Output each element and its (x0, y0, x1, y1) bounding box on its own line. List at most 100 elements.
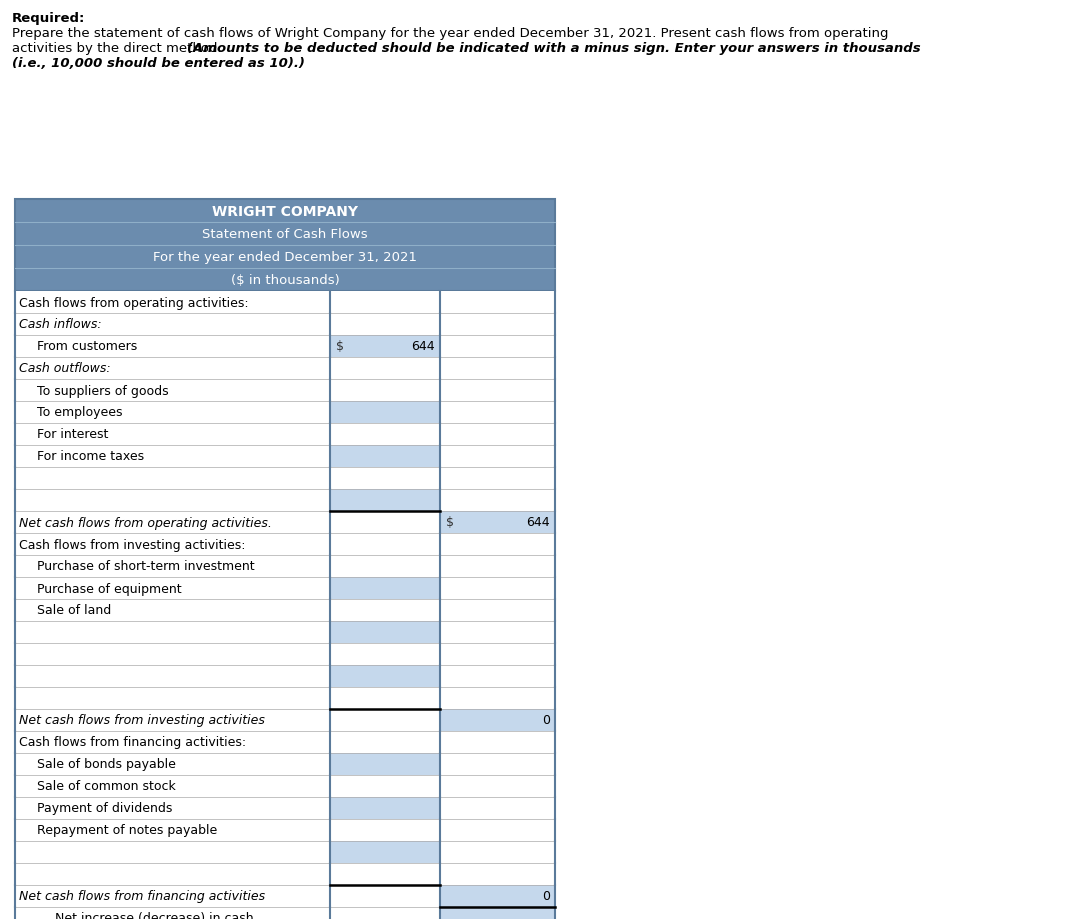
Bar (440, 424, 555, 446)
Text: To employees: To employees (37, 406, 123, 419)
Bar (330, 687, 440, 709)
Bar (330, 709, 440, 732)
Bar (330, 775, 440, 797)
Bar (15, 446, 330, 468)
Bar (440, 643, 555, 665)
Bar (330, 468, 440, 490)
Bar (15, 199, 555, 291)
Bar (15, 621, 330, 643)
Text: Cash flows from financing activities:: Cash flows from financing activities: (19, 736, 247, 749)
Bar (330, 797, 440, 819)
Text: $: $ (336, 340, 344, 353)
Text: WRIGHT COMPANY: WRIGHT COMPANY (212, 204, 358, 218)
Bar (440, 512, 555, 533)
Bar (330, 841, 440, 863)
Bar (15, 555, 330, 577)
Text: Net cash flows from financing activities: Net cash flows from financing activities (19, 890, 265, 902)
Text: Prepare the statement of cash flows of Wright Company for the year ended Decembe: Prepare the statement of cash flows of W… (12, 27, 889, 40)
Text: Purchase of equipment: Purchase of equipment (37, 582, 182, 595)
Bar (15, 380, 330, 402)
Bar (440, 732, 555, 754)
Bar (15, 775, 330, 797)
Bar (440, 313, 555, 335)
Bar (15, 313, 330, 335)
Bar (330, 643, 440, 665)
Bar (440, 621, 555, 643)
Bar (330, 863, 440, 885)
Bar (440, 599, 555, 621)
Bar (15, 885, 330, 907)
Bar (440, 380, 555, 402)
Text: (Amounts to be deducted should be indicated with a minus sign. Enter your answer: (Amounts to be deducted should be indica… (187, 42, 921, 55)
Text: 644: 644 (411, 340, 435, 353)
Text: $: $ (446, 516, 454, 529)
Bar (440, 357, 555, 380)
Bar (15, 599, 330, 621)
Bar (440, 754, 555, 775)
Bar (330, 424, 440, 446)
Bar (15, 754, 330, 775)
Text: ($ in thousands): ($ in thousands) (230, 274, 339, 287)
Text: Net cash flows from investing activities: Net cash flows from investing activities (19, 714, 265, 727)
Text: Net cash flows from operating activities.: Net cash flows from operating activities… (19, 516, 271, 529)
Bar (440, 291, 555, 313)
Bar (440, 402, 555, 424)
Bar (330, 577, 440, 599)
Bar (15, 335, 330, 357)
Text: For the year ended December 31, 2021: For the year ended December 31, 2021 (153, 251, 417, 264)
Bar (330, 380, 440, 402)
Bar (15, 797, 330, 819)
Bar (440, 555, 555, 577)
Text: Sale of common stock: Sale of common stock (37, 779, 176, 792)
Bar (330, 732, 440, 754)
Text: Payment of dividends: Payment of dividends (37, 801, 172, 814)
Text: Repayment of notes payable: Repayment of notes payable (37, 823, 218, 836)
Bar (15, 357, 330, 380)
Bar (15, 577, 330, 599)
Bar (330, 512, 440, 533)
Bar (15, 199, 555, 291)
Text: Sale of bonds payable: Sale of bonds payable (37, 757, 176, 771)
Bar (330, 621, 440, 643)
Text: (i.e., 10,000 should be entered as 10).): (i.e., 10,000 should be entered as 10).) (12, 57, 305, 70)
Bar (330, 555, 440, 577)
Bar (440, 819, 555, 841)
Bar (440, 533, 555, 555)
Bar (330, 402, 440, 424)
Text: To suppliers of goods: To suppliers of goods (37, 384, 169, 397)
Bar (330, 533, 440, 555)
Text: From customers: From customers (37, 340, 137, 353)
Bar (15, 512, 330, 533)
Text: Cash inflows:: Cash inflows: (19, 318, 101, 331)
Bar (15, 291, 330, 313)
Bar (440, 885, 555, 907)
Text: 644: 644 (527, 516, 550, 529)
Bar (440, 335, 555, 357)
Bar (330, 357, 440, 380)
Text: Net increase (decrease) in cash: Net increase (decrease) in cash (55, 912, 253, 919)
Text: 0: 0 (542, 714, 550, 727)
Bar (15, 732, 330, 754)
Bar (440, 446, 555, 468)
Bar (15, 863, 330, 885)
Bar (330, 446, 440, 468)
Bar (440, 797, 555, 819)
Bar (15, 643, 330, 665)
Bar (330, 313, 440, 335)
Bar (15, 687, 330, 709)
Bar (440, 665, 555, 687)
Bar (440, 863, 555, 885)
Bar (440, 687, 555, 709)
Bar (15, 819, 330, 841)
Bar (330, 907, 440, 919)
Text: 0: 0 (542, 890, 550, 902)
Bar (330, 665, 440, 687)
Bar (330, 599, 440, 621)
Bar (15, 709, 330, 732)
Bar (15, 841, 330, 863)
Bar (440, 577, 555, 599)
Bar (330, 291, 440, 313)
Bar (15, 907, 330, 919)
Bar (15, 490, 330, 512)
Bar (330, 335, 440, 357)
